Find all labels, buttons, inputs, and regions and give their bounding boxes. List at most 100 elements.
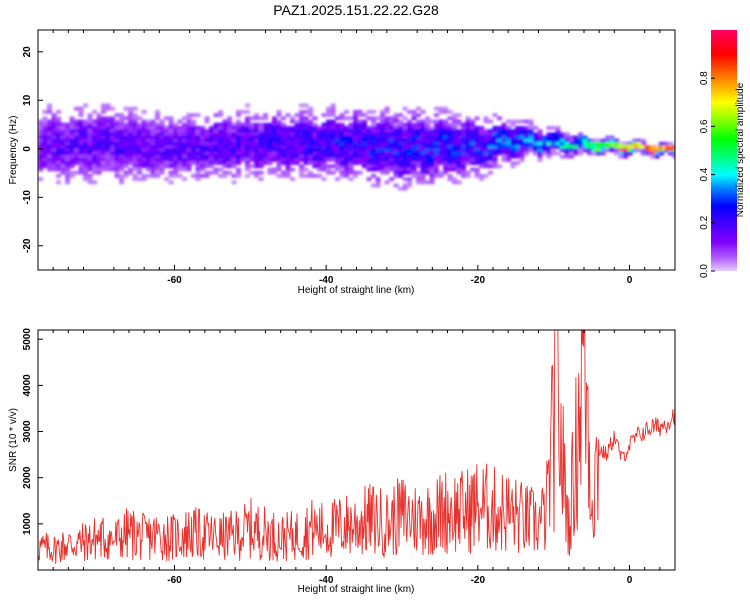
heatmap-cell-67 — [51, 158, 57, 162]
heatmap-cell-1460 — [402, 170, 408, 175]
heatmap-cell-1083 — [312, 138, 318, 143]
heatmap-cell-1723 — [465, 138, 471, 143]
heatmap-cell-878 — [258, 138, 264, 143]
heatmap-cell-1481 — [407, 170, 413, 175]
heatmap-cell-1729 — [465, 158, 471, 162]
heatmap-cell-71 — [56, 110, 62, 114]
heatmap-cell-960 — [281, 138, 287, 143]
heatmap-cell-1065 — [308, 132, 314, 137]
heatmap-cell-382 — [128, 132, 134, 137]
heatmap-cell-478 — [150, 151, 156, 156]
heatmap-cell-1976 — [564, 151, 570, 156]
heatmap-cell-1724 — [465, 142, 471, 146]
heatmap-cell-124 — [65, 177, 71, 181]
heatmap-cell-466 — [146, 167, 152, 172]
heatmap-cell-1929 — [537, 151, 543, 156]
heatmap-cell-675 — [204, 119, 210, 124]
heatmap-cell-1507 — [416, 119, 422, 124]
heatmap-cell-495 — [155, 142, 161, 146]
heatmap-cell-1677 — [452, 164, 458, 169]
heatmap-cell-61 — [51, 138, 57, 143]
heatmap-cell-515 — [159, 148, 165, 153]
heatmap-cell-1405 — [393, 122, 399, 127]
heatmap-cell-81 — [56, 145, 62, 149]
heatmap-cell-1185 — [339, 132, 345, 137]
heatmap-cell-2120 — [671, 146, 675, 151]
heatmap-cell-444 — [141, 151, 147, 156]
heatmap-cell-988 — [290, 119, 296, 124]
heatmap-cell-872 — [258, 116, 264, 121]
heatmap-cell-1614 — [438, 142, 444, 146]
heatmap-cell-1258 — [357, 126, 363, 130]
heatmap-cell-1756 — [474, 148, 480, 153]
heatmap-cell-1558 — [425, 151, 431, 156]
heatmap-cell-222 — [92, 119, 98, 124]
heatmap-cell-377 — [128, 116, 134, 121]
heatmap-cell-1095 — [317, 132, 323, 137]
heatmap-cell-1768 — [479, 138, 485, 143]
heatmap-cell-1841 — [501, 148, 507, 153]
heatmap-cell-2074 — [654, 151, 660, 156]
heatmap-cell-1957 — [555, 132, 561, 137]
heatmap-cell-748 — [222, 154, 228, 159]
heatmap-cell-1784 — [483, 138, 489, 143]
heatmap-cell-1873 — [515, 132, 521, 137]
heatmap-cell-121 — [65, 167, 71, 172]
heatmap-cell-516 — [159, 151, 165, 156]
heatmap-cell-445 — [141, 154, 147, 159]
heatmap-cell-419 — [137, 132, 143, 137]
heatmap-cell-1074 — [308, 161, 314, 165]
heatmap-cell-1923 — [537, 132, 543, 137]
heatmap-cell-1094 — [317, 129, 323, 133]
heatmap-cell-1574 — [429, 148, 435, 153]
heatmap-cell-901 — [263, 154, 269, 159]
heatmap-cell-2057 — [636, 142, 642, 146]
heatmap-cell-1950 — [551, 138, 557, 143]
heatmap-cell-1469 — [407, 132, 413, 137]
heatmap-cell-832 — [245, 151, 251, 156]
heatmap-cell-802 — [236, 161, 242, 165]
heatmap-cell-1390 — [389, 135, 395, 140]
heatmap-cell-315 — [110, 167, 116, 172]
heatmap-cell-1934 — [542, 142, 548, 146]
heatmap-cell-2093 — [590, 141, 594, 146]
heatmap-cell-657 — [195, 174, 201, 178]
heatmap-cell-1764 — [479, 126, 485, 130]
heatmap-cell-739 — [222, 126, 228, 130]
heatmap-cell-2042 — [618, 154, 624, 159]
heatmap-cell-9 — [38, 148, 44, 153]
heatmap-cell-1492 — [411, 135, 417, 140]
heatmap-cell-1248 — [353, 151, 359, 156]
heatmap-cell-57 — [51, 126, 57, 130]
heatmap-cell-1305 — [371, 116, 377, 121]
heatmap-cell-1520 — [416, 161, 422, 165]
heatmap-cell-850 — [249, 154, 255, 159]
heatmap-cell-924 — [272, 132, 278, 137]
heatmap-cell-1846 — [506, 126, 512, 130]
heatmap-cell-717 — [213, 161, 219, 165]
heatmap-cell-2032 — [609, 148, 615, 153]
heatmap-cell-526 — [164, 132, 170, 137]
heatmap-cell-1949 — [551, 135, 557, 140]
heatmap-cell-1581 — [429, 170, 435, 175]
heatmap-cell-409 — [132, 158, 138, 162]
heatmap-cell-246 — [96, 132, 102, 137]
heatmap-cell-932 — [272, 158, 278, 162]
heatmap-cell-1628 — [443, 129, 449, 133]
heatmap-cell-410 — [132, 161, 138, 165]
heatmap-cell-433 — [141, 110, 147, 114]
heatmap-cell-1142 — [326, 167, 332, 172]
heatmap-cell-296 — [105, 164, 111, 169]
heatmap-cell-1364 — [384, 110, 390, 114]
heatmap-cell-1326 — [375, 126, 381, 130]
heatmap-cell-1133 — [326, 135, 332, 140]
heatmap-cell-721 — [218, 113, 224, 117]
heatmap-cell-1128 — [326, 119, 332, 124]
heatmap-cell-943 — [276, 138, 282, 143]
heatmap-cell-2048 — [627, 142, 633, 146]
heatmap-cell-906 — [267, 129, 273, 133]
heatmap-cell-1843 — [501, 154, 507, 159]
heatmap-cell-98 — [60, 145, 66, 149]
heatmap-cell-66 — [51, 154, 57, 159]
heatmap-cell-107 — [65, 122, 71, 127]
